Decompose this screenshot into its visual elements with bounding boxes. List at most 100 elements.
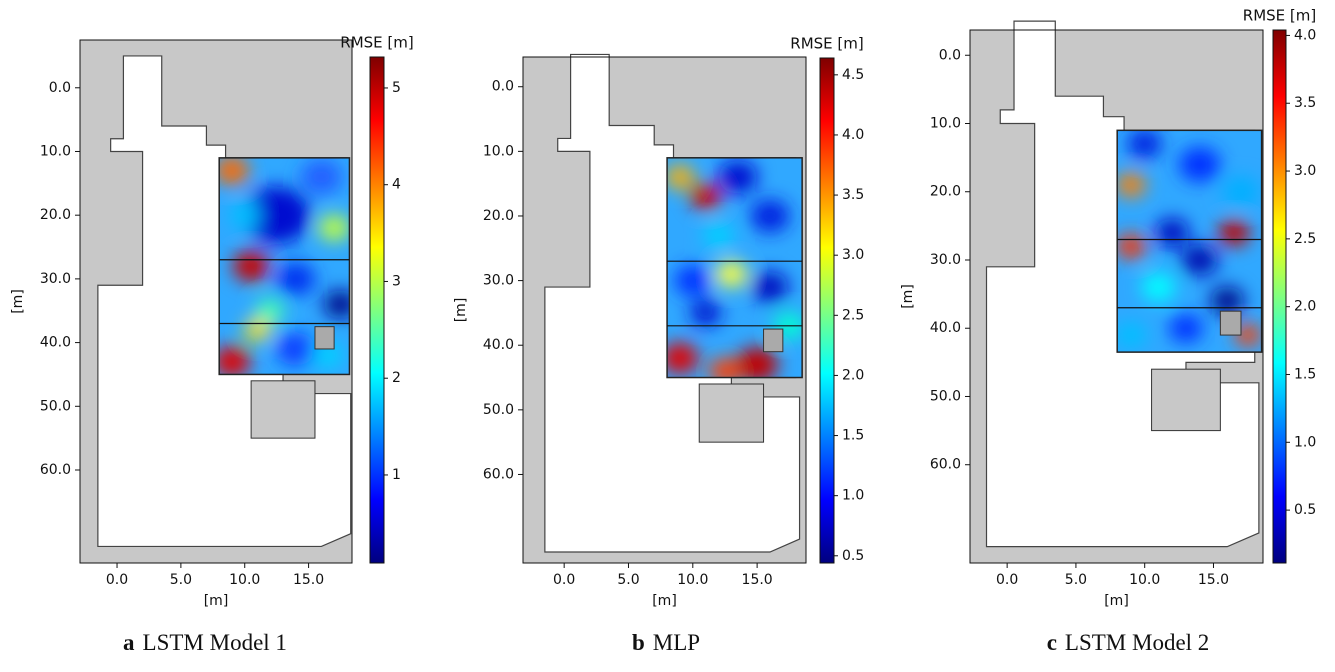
y-tick-label: 20.0	[40, 207, 71, 223]
y-tick-label: 10.0	[930, 115, 961, 131]
heat-blob	[319, 215, 350, 241]
y-tick-label: 30.0	[483, 273, 514, 289]
caption: a LSTM Model 1	[123, 630, 287, 655]
y-axis-label: [m]	[10, 289, 26, 314]
heat-blob	[666, 165, 695, 189]
colorbar-label: RMSE [m]	[340, 34, 413, 52]
colorbar-tick-label: 2.5	[842, 307, 864, 323]
colorbar	[370, 57, 384, 563]
caption-text: LSTM Model 1	[143, 630, 287, 655]
heat-blob	[1117, 234, 1146, 258]
y-tick-label: 30.0	[40, 271, 71, 287]
y-tick-label: 40.0	[930, 320, 961, 336]
heat-blob	[718, 161, 757, 194]
x-axis-label: [m]	[204, 593, 229, 609]
heat-blob	[1223, 176, 1259, 207]
heat-blob	[690, 300, 721, 326]
y-tick-label: 60.0	[930, 457, 961, 473]
colorbar	[1273, 30, 1286, 563]
colorbar-tick-label: 4.0	[1294, 27, 1316, 43]
heat-blob	[276, 262, 315, 295]
x-tick-label: 15.0	[293, 572, 324, 588]
colorbar-tick-label: 1.5	[842, 428, 864, 444]
colorbar-tick-label: 4.5	[842, 67, 864, 83]
y-tick-label: 0.0	[939, 47, 961, 63]
x-tick-label: 10.0	[1129, 572, 1160, 588]
heat-blob	[1182, 245, 1218, 276]
y-tick-label: 10.0	[483, 143, 514, 159]
colorbar-tick-label: 1.0	[842, 488, 864, 504]
heat-blob	[750, 199, 789, 232]
colorbar-tick-label: 1.0	[1294, 434, 1316, 450]
y-axis-label: [m]	[900, 284, 916, 309]
colorbar-tick-label: 3	[392, 273, 401, 289]
heat-blob	[752, 272, 788, 303]
room	[251, 381, 315, 438]
y-tick-label: 40.0	[483, 337, 514, 353]
heat-blob	[716, 261, 747, 287]
x-tick-label: 10.0	[229, 572, 260, 588]
y-tick-label: 50.0	[930, 388, 961, 404]
y-tick-label: 20.0	[483, 208, 514, 224]
colorbar	[820, 58, 834, 563]
colorbar-tick-label: 3.5	[842, 187, 864, 203]
x-tick-label: 0.0	[106, 572, 128, 588]
pillar	[764, 329, 783, 352]
y-tick-label: 20.0	[930, 184, 961, 200]
heatmap	[662, 158, 805, 384]
x-tick-label: 5.0	[1065, 572, 1087, 588]
heat-blob	[301, 159, 343, 194]
colorbar-tick-label: 0.5	[842, 548, 864, 564]
heat-blob	[1219, 219, 1250, 245]
heat-blob	[1155, 218, 1189, 247]
y-tick-label: 40.0	[40, 335, 71, 351]
colorbar-tick-label: 0.5	[1294, 502, 1316, 518]
pillar	[315, 327, 334, 349]
y-tick-label: 0.0	[492, 79, 514, 95]
colorbar-tick-label: 3.0	[1294, 163, 1316, 179]
heatmap	[214, 156, 358, 377]
pillar	[1220, 311, 1241, 335]
heat-blob	[1142, 273, 1176, 302]
colorbar-tick-label: 1	[392, 467, 401, 483]
caption-letter: b	[632, 630, 645, 655]
x-tick-label: 15.0	[742, 572, 773, 588]
colorbar-tick-label: 3.0	[842, 247, 864, 263]
y-tick-label: 60.0	[40, 462, 71, 478]
x-tick-label: 0.0	[996, 572, 1018, 588]
colorbar-tick-label: 2.0	[1294, 299, 1316, 315]
y-tick-label: 50.0	[483, 402, 514, 418]
heat-blob	[233, 251, 269, 282]
figure: 0.05.010.015.00.010.020.030.040.050.060.…	[0, 0, 1335, 672]
heat-blob	[703, 222, 734, 248]
caption-text: LSTM Model 2	[1065, 630, 1209, 655]
colorbar-tick-label: 3.5	[1294, 95, 1316, 111]
y-tick-label: 50.0	[40, 398, 71, 414]
x-axis-label: [m]	[1104, 593, 1129, 609]
room	[699, 384, 763, 442]
caption-letter: a	[123, 630, 135, 655]
y-tick-label: 10.0	[40, 143, 71, 159]
colorbar-tick-label: 2.0	[842, 367, 864, 383]
heat-blob	[1128, 130, 1162, 159]
x-tick-label: 10.0	[677, 572, 708, 588]
heat-blob	[1169, 314, 1203, 343]
heat-blob	[245, 319, 271, 341]
caption-text: MLP	[653, 630, 700, 655]
colorbar-tick-label: 2	[392, 370, 401, 386]
room	[1152, 369, 1221, 430]
heat-blob	[1179, 147, 1221, 182]
y-tick-label: 0.0	[49, 80, 71, 96]
colorbar-tick-label: 2.5	[1294, 231, 1316, 247]
y-axis-label: [m]	[453, 298, 469, 323]
colorbar-label: RMSE [m]	[1243, 7, 1316, 25]
heat-blob	[1117, 173, 1146, 197]
y-tick-label: 30.0	[930, 252, 961, 268]
x-tick-label: 15.0	[1198, 572, 1229, 588]
x-tick-label: 0.0	[553, 572, 575, 588]
heat-blob	[229, 202, 260, 228]
caption: b MLP	[632, 630, 700, 655]
x-axis-label: [m]	[652, 593, 677, 609]
heat-blob	[690, 183, 721, 209]
x-tick-label: 5.0	[170, 572, 192, 588]
